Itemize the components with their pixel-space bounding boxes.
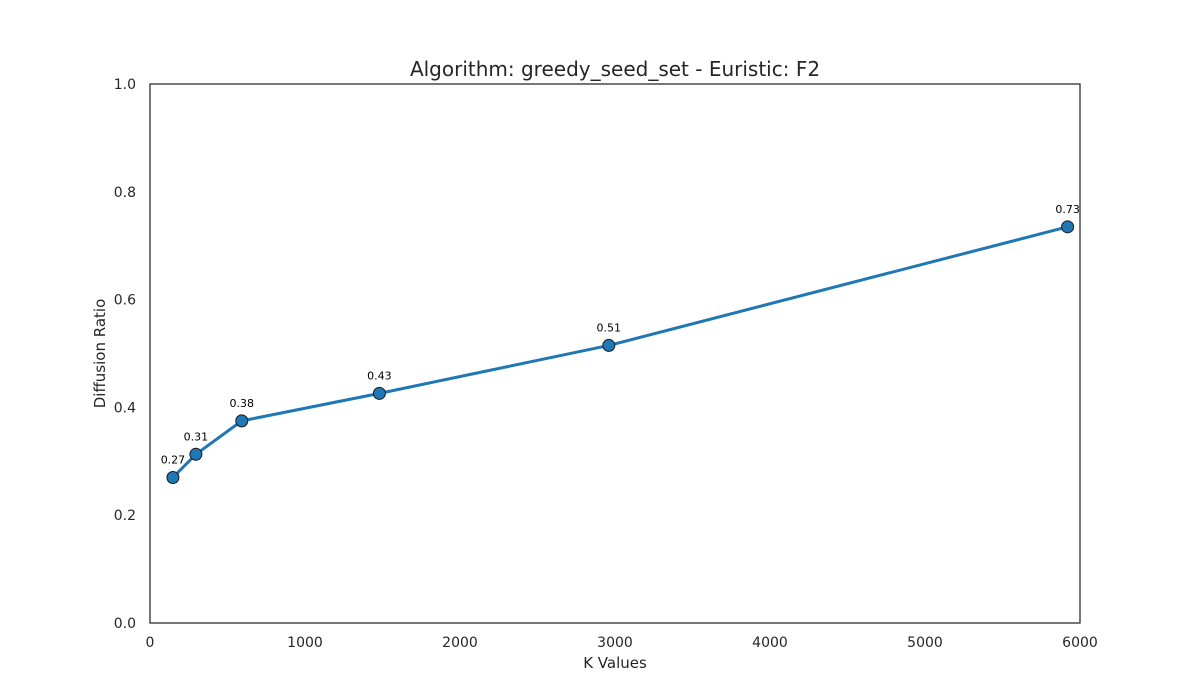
series-layer: 0.27 0.31 0.38 0.43 0.51 0.73 <box>161 203 1080 484</box>
data-label: 0.38 <box>230 397 255 410</box>
y-axis-ticks: 0.0 0.2 0.4 0.6 0.8 1.0 <box>114 77 136 632</box>
y-tick-label: 0.4 <box>114 400 136 416</box>
x-tick-label: 6000 <box>1062 635 1098 651</box>
x-tick-label: 0 <box>146 635 155 651</box>
data-point <box>235 414 249 428</box>
y-tick-label: 0.8 <box>114 185 136 201</box>
data-point <box>166 470 180 484</box>
plot-frame <box>149 83 1081 624</box>
y-tick-label: 1.0 <box>114 77 136 93</box>
x-tick-label: 4000 <box>752 635 788 651</box>
x-tick-label: 5000 <box>907 635 943 651</box>
x-tick-label: 2000 <box>442 635 478 651</box>
data-point <box>372 386 386 400</box>
data-point <box>1061 220 1075 234</box>
data-label: 0.43 <box>367 369 392 382</box>
data-point <box>602 338 616 352</box>
y-tick-label: 0.2 <box>114 508 136 524</box>
x-axis-ticks: 0 1000 2000 3000 4000 5000 6000 <box>146 635 1098 651</box>
chart-title: Algorithm: greedy_seed_set - Euristic: F… <box>410 57 820 81</box>
y-tick-label: 0.6 <box>114 293 136 309</box>
data-label: 0.51 <box>597 321 622 334</box>
data-label: 0.73 <box>1055 203 1080 216</box>
x-tick-label: 1000 <box>287 635 323 651</box>
x-axis-label: K Values <box>583 654 647 672</box>
x-tick-label: 3000 <box>597 635 633 651</box>
data-point <box>189 447 203 461</box>
y-axis-label: Diffusion Ratio <box>91 299 109 409</box>
data-label: 0.27 <box>161 453 186 466</box>
y-tick-label: 0.0 <box>114 616 136 632</box>
data-label: 0.31 <box>184 430 209 443</box>
